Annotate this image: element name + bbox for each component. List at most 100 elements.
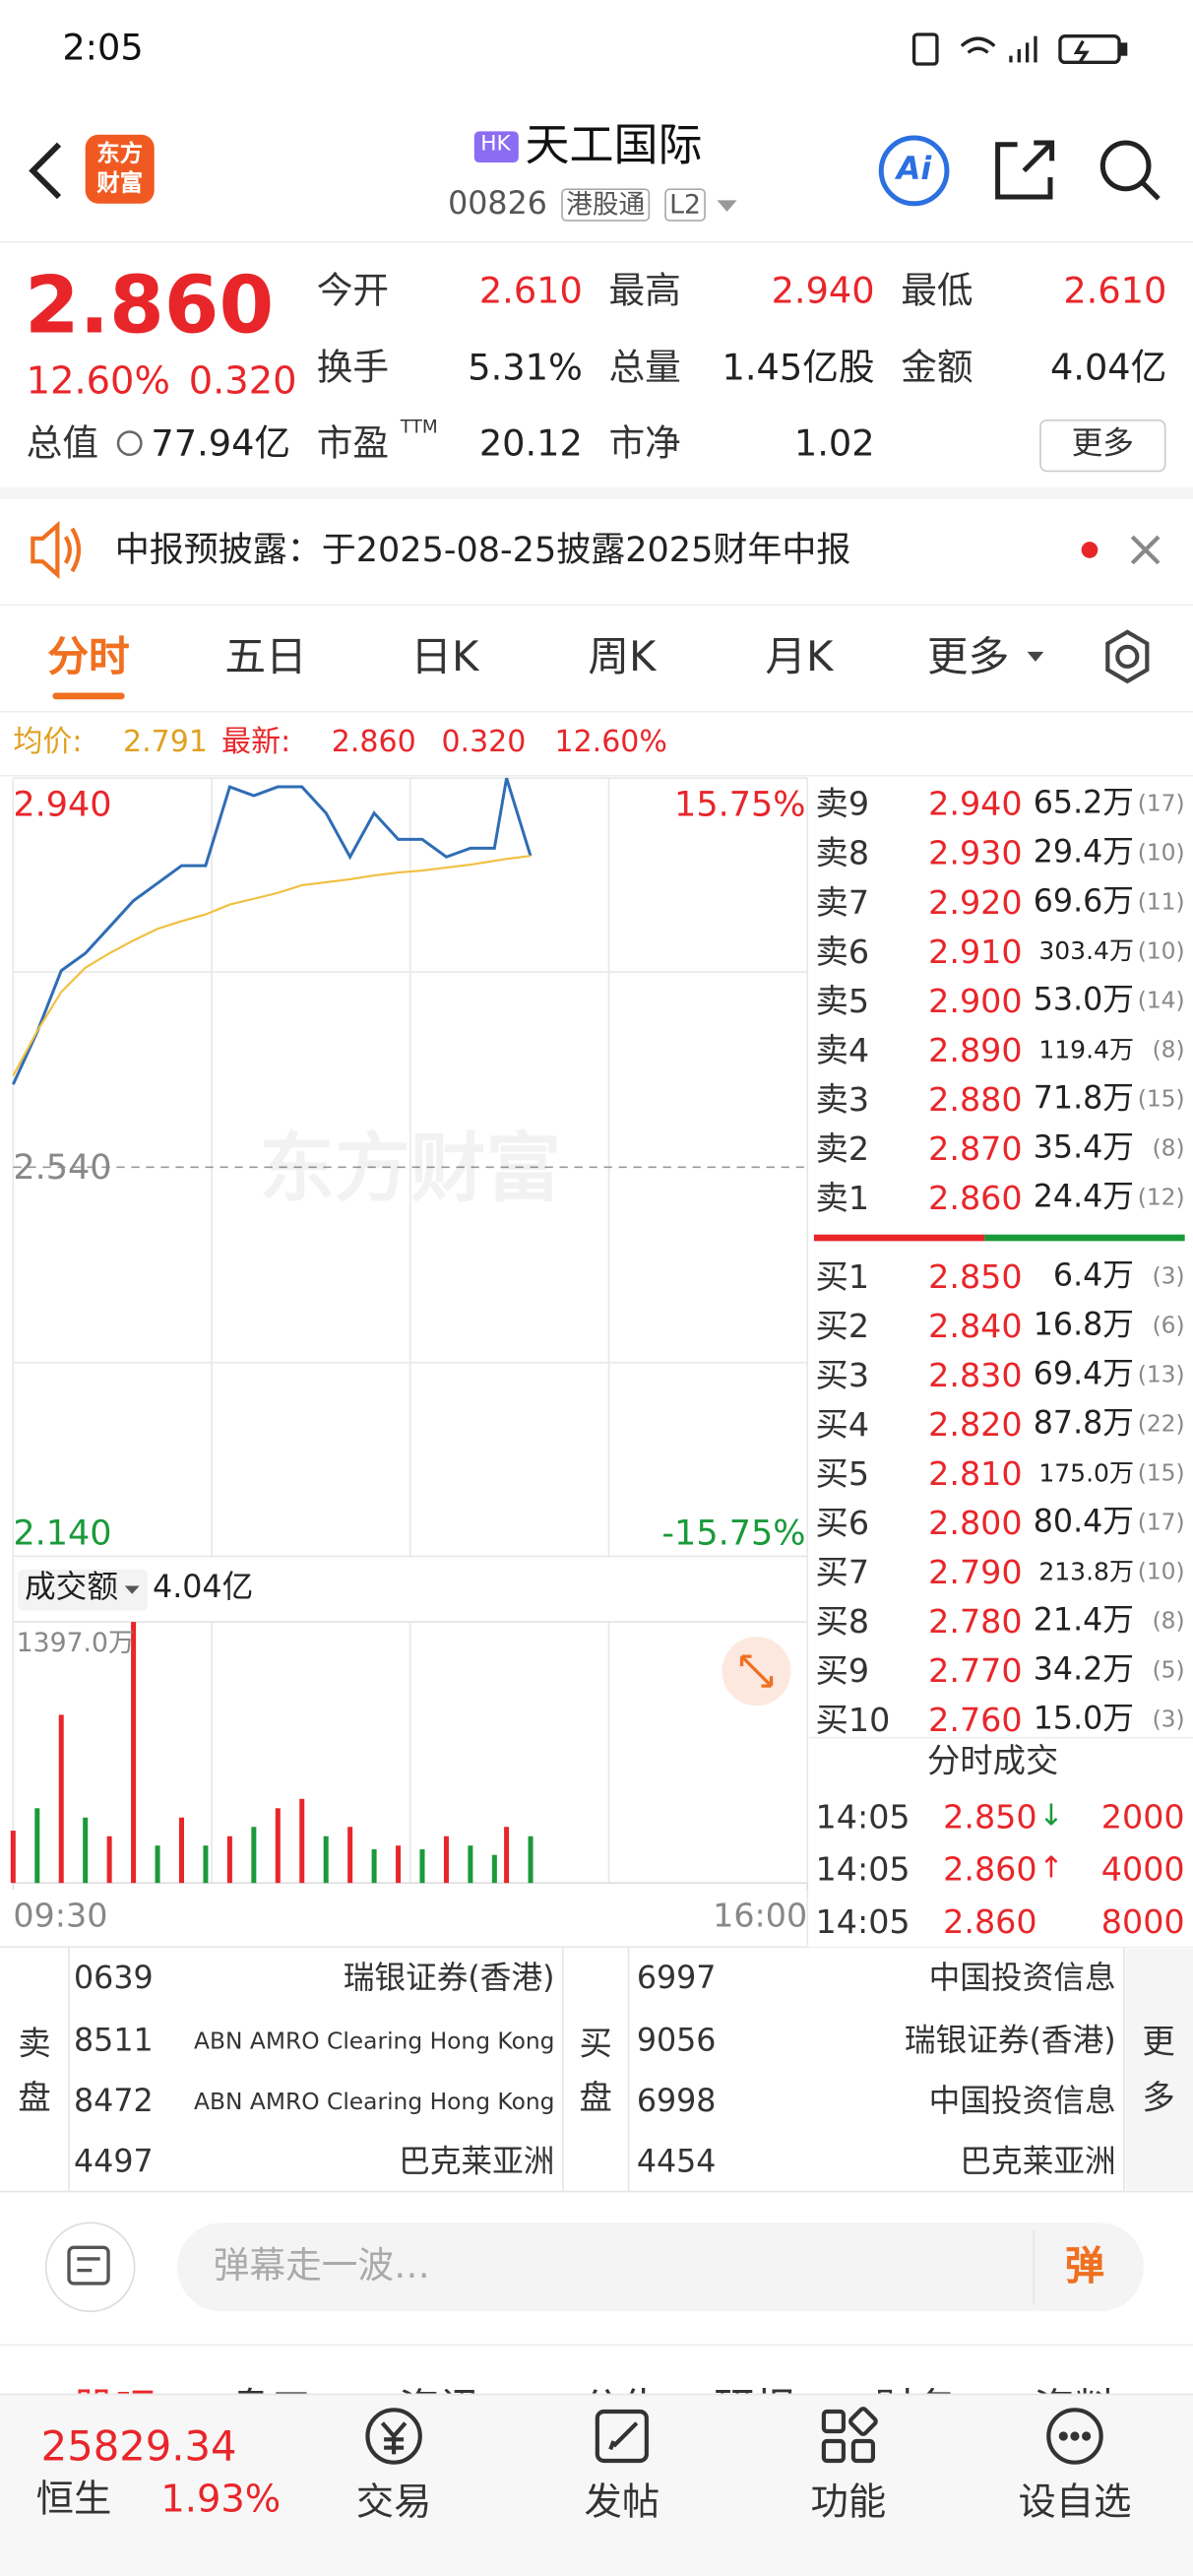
tag: L2 (664, 188, 707, 223)
period-tab[interactable]: 日K (410, 632, 479, 681)
volume-bar (10, 1831, 16, 1884)
index-name[interactable]: 恒生 (35, 2478, 112, 2522)
index-change[interactable]: 1.93% (160, 2478, 282, 2522)
level-label: 卖9 (815, 784, 870, 824)
more-brokers[interactable]: 更 (1142, 2022, 1175, 2062)
level-count: (22) (1137, 1411, 1185, 1439)
comment-placeholder[interactable]: 弹幕走一波… (213, 2246, 430, 2287)
function-icon[interactable] (821, 2407, 878, 2464)
trade-price: 2.860 (943, 1849, 1037, 1890)
order-book-footer (808, 1736, 1193, 1948)
expand-button[interactable] (722, 1637, 791, 1707)
close-button[interactable] (1130, 535, 1161, 565)
trade-icon[interactable] (365, 2408, 422, 2465)
volume-bar (528, 1835, 534, 1884)
broker-name: 巴克莱亚洲 (399, 2144, 555, 2181)
level-price: 2.770 (928, 1650, 1023, 1691)
trade-price: 2.860 (943, 1901, 1037, 1942)
level-count: (3) (1152, 1263, 1185, 1291)
trades-title[interactable]: 分时成交 (926, 1740, 1059, 1780)
y-tick-label: 1397.0万 (16, 1626, 135, 1658)
level-label: 买4 (815, 1404, 870, 1445)
index-value[interactable]: 25829.34 (40, 2422, 237, 2471)
broker-name: 巴克莱亚洲 (960, 2144, 1116, 2181)
volume-bar (443, 1835, 449, 1884)
trade-volume: 2000 (1100, 1796, 1185, 1836)
stat-label: 市盈 (316, 423, 390, 466)
dropdown-arrow[interactable] (1027, 651, 1044, 662)
divider (0, 774, 1193, 777)
level-price: 2.910 (928, 932, 1023, 972)
share-button[interactable] (995, 140, 1055, 200)
back-button[interactable] (29, 142, 62, 200)
bottom-nav (0, 2393, 1193, 2576)
broker-frame (0, 1946, 1193, 2193)
period-tab[interactable]: 月K (765, 632, 834, 681)
volume-bar (396, 1845, 402, 1884)
market-badge (473, 131, 519, 163)
level-price: 2.920 (928, 882, 1023, 923)
trade-time: 14:05 (815, 1796, 910, 1836)
info-icon[interactable] (116, 430, 143, 457)
level-volume: 24.4万 (1033, 1179, 1134, 1215)
volume-bar (34, 1808, 40, 1884)
comment-input[interactable] (177, 2222, 1144, 2312)
last-label: 最新: (221, 725, 291, 760)
level-volume: 29.4万 (1033, 834, 1134, 870)
level-volume: 175.0万 (1038, 1458, 1134, 1489)
period-tab[interactable]: 分时 (47, 632, 130, 681)
more-brokers[interactable]: 多 (1142, 2077, 1175, 2117)
level-volume: 16.8万 (1033, 1307, 1134, 1343)
volume-selector[interactable]: 成交额 (25, 1569, 119, 1606)
stat-value: 5.31% (468, 349, 583, 390)
volume-bar (203, 1845, 209, 1884)
selector-box[interactable] (18, 1569, 149, 1611)
y2-tick-label: 15.75% (674, 784, 806, 824)
notice-text[interactable]: 中报预披露：于2025-08-25披露2025财年中报 (114, 530, 851, 570)
search-button[interactable] (1099, 140, 1161, 201)
nav-item[interactable]: 发帖 (584, 2481, 660, 2525)
broker-code: 9056 (636, 2023, 717, 2059)
level-price: 2.830 (928, 1355, 1023, 1395)
stat-value: 2.610 (478, 271, 583, 313)
period-tab[interactable]: 周K (588, 632, 657, 681)
broker-name: 瑞银证券(香港) (343, 1960, 555, 1997)
stat-label: 最高 (608, 271, 681, 313)
level-count: (15) (1137, 1460, 1185, 1488)
nav-item[interactable]: 功能 (810, 2481, 887, 2525)
period-tab[interactable]: 更多 (926, 632, 1010, 681)
more-button-frame[interactable] (1039, 419, 1166, 473)
ai-button[interactable] (878, 135, 950, 207)
level-price: 2.810 (928, 1453, 1023, 1494)
tab-underline (52, 692, 125, 700)
post-icon[interactable] (595, 2409, 649, 2464)
watchlist-icon[interactable] (1046, 2408, 1103, 2465)
level-volume: 213.8万 (1038, 1557, 1134, 1587)
side-label: 盘 (18, 2077, 51, 2117)
stock-code: 00826 (448, 185, 547, 223)
level-label: 买6 (815, 1503, 870, 1543)
ai-label[interactable]: Ai (896, 151, 932, 188)
level-label: 买7 (815, 1552, 870, 1592)
comment-icon[interactable] (44, 2222, 136, 2313)
comment-send[interactable]: 弹 (1064, 2242, 1104, 2289)
level-label: 卖5 (815, 981, 870, 1021)
ask-bar (813, 1234, 985, 1242)
level-count: (12) (1137, 1185, 1185, 1212)
broker-more-bg[interactable] (1125, 1948, 1193, 2190)
speaker-icon (31, 520, 82, 580)
dropdown-arrow[interactable] (717, 200, 737, 213)
nav-item[interactable]: 设自选 (1018, 2481, 1132, 2525)
nav-item[interactable]: 交易 (355, 2481, 432, 2525)
volume-bar (504, 1827, 510, 1884)
bid-bar (984, 1234, 1185, 1242)
level-count: (8) (1152, 1608, 1185, 1636)
level-volume: 15.0万 (1033, 1701, 1134, 1737)
change-pct: 12.60% (26, 360, 170, 404)
dropdown-arrow[interactable] (124, 1585, 140, 1594)
trade-direction: ↓ (1038, 1798, 1064, 1834)
settings-button[interactable] (1105, 629, 1150, 684)
more-button[interactable]: 更多 (1071, 424, 1134, 462)
period-tab[interactable]: 五日 (224, 632, 307, 681)
